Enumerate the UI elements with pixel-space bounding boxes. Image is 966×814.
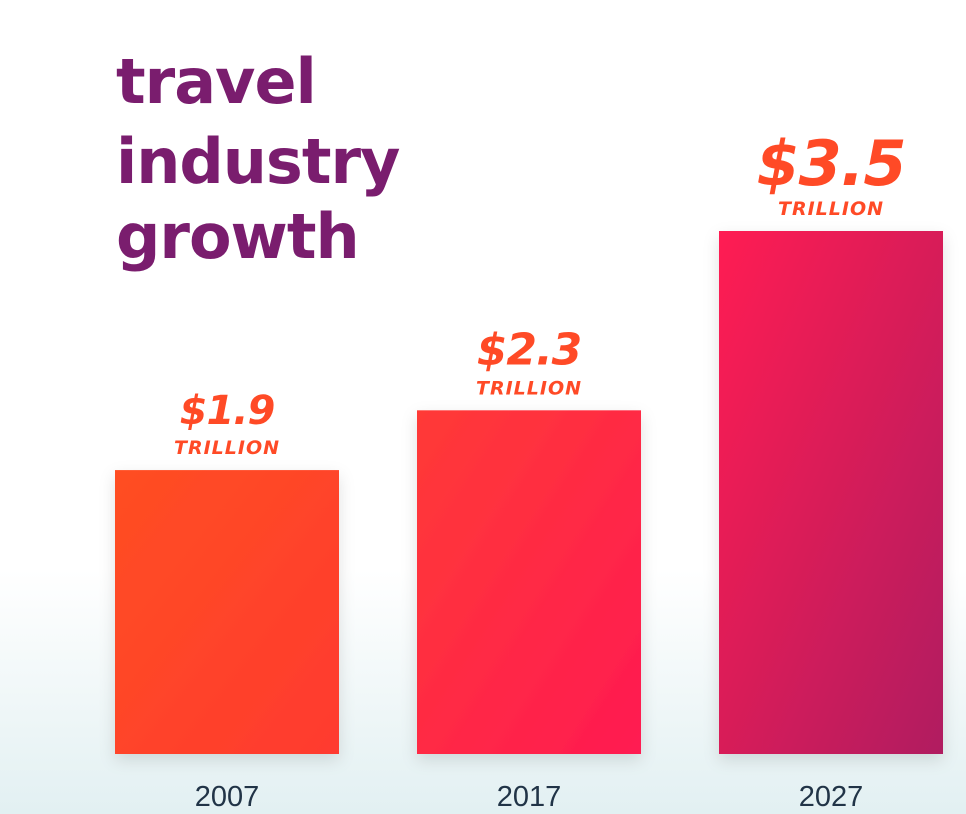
bar-2027 xyxy=(719,231,943,754)
year-label-2017: 2017 xyxy=(497,781,562,813)
year-label-2007: 2007 xyxy=(195,781,260,813)
value-label-2027: $3.5 xyxy=(757,127,906,200)
bar-2007 xyxy=(115,470,339,754)
title-line-1: travel xyxy=(116,45,316,118)
title-line-2: industry xyxy=(116,125,400,198)
value-label-2017: $2.3 xyxy=(477,324,582,375)
bar-2017 xyxy=(417,410,641,754)
unit-label-2007: TRILLION xyxy=(174,437,280,459)
unit-label-2017: TRILLION xyxy=(476,377,582,399)
chart-title: travel industry growth xyxy=(116,45,401,273)
labels-group: $1.9TRILLION2007$2.3TRILLION2017$3.5TRIL… xyxy=(174,127,906,813)
title-line-3: growth xyxy=(116,200,359,273)
unit-label-2027: TRILLION xyxy=(778,198,884,220)
bars-group xyxy=(115,231,943,754)
year-label-2027: 2027 xyxy=(799,781,864,813)
value-label-2007: $1.9 xyxy=(180,388,275,434)
